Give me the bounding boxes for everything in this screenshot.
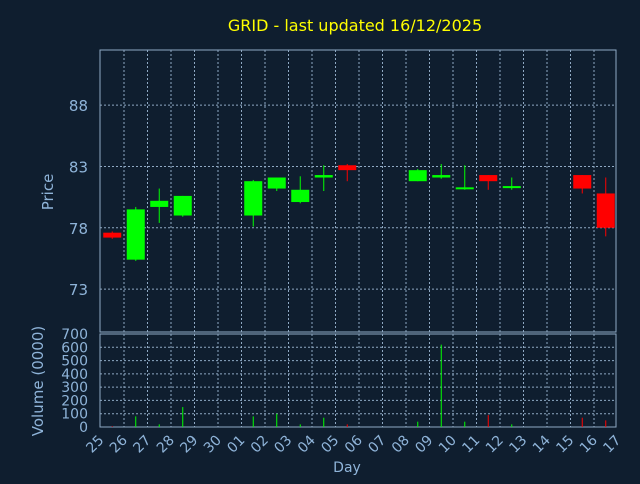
volume-bar [276, 413, 278, 427]
volume-bar [464, 421, 466, 427]
volume-bar [323, 417, 325, 427]
x-tick-label: 01 [224, 433, 248, 457]
x-tick-label: 27 [130, 433, 154, 457]
volume-y-tick-label: 200 [61, 393, 88, 409]
x-tick-label: 15 [553, 433, 577, 457]
volume-y-tick-label: 300 [61, 380, 88, 396]
volume-bar [299, 424, 301, 427]
x-tick-label: 03 [271, 433, 295, 457]
price-panel-frame [99, 49, 617, 333]
x-tick-label: 07 [365, 433, 389, 457]
x-tick-label: 28 [154, 433, 178, 457]
candle-body [267, 177, 286, 189]
x-tick-label: 04 [295, 432, 319, 456]
volume-bar [487, 415, 489, 427]
volume-bar [417, 421, 419, 427]
x-tick-label: 14 [530, 432, 554, 456]
x-tick-label: 12 [483, 433, 507, 457]
volume-bar [111, 426, 113, 427]
volume-bar [135, 416, 137, 427]
price-y-tick-label: 73 [69, 281, 88, 299]
x-tick-label: 02 [248, 433, 272, 457]
x-tick-label: 17 [600, 433, 624, 457]
price-axis-label: Price [39, 174, 57, 211]
x-tick-label: 16 [577, 432, 601, 456]
candle-body [455, 187, 474, 190]
candle-body [244, 181, 263, 216]
x-tick-label: 09 [412, 433, 436, 457]
volume-gridlines [100, 334, 616, 427]
x-tick-label: 13 [506, 433, 530, 457]
candle-body [173, 195, 192, 216]
volume-bar [440, 344, 442, 427]
candle-body [338, 165, 357, 171]
candle-body [432, 175, 451, 178]
candle-body [103, 232, 122, 238]
volume-y-tick-label: 600 [61, 340, 88, 356]
volume-y-tick-label: 100 [61, 407, 88, 423]
x-tick-label: 05 [318, 433, 342, 457]
volume-bar [182, 407, 184, 427]
price-gridlines [100, 50, 616, 332]
candle-body [408, 170, 427, 182]
volume-y-tick-label: 500 [61, 354, 88, 370]
x-tick-label: 11 [459, 433, 483, 457]
volume-y-tick-label: 400 [61, 367, 88, 383]
volume-bar [605, 420, 607, 427]
volume-bar [346, 424, 348, 427]
price-y-tick-label: 83 [69, 158, 88, 176]
candlesticks [103, 164, 615, 261]
volume-bars [111, 344, 607, 427]
volume-y-tick-label: 700 [61, 327, 88, 343]
candle-body [291, 189, 310, 203]
candle-body [479, 175, 498, 182]
candle-body [596, 193, 615, 228]
x-tick-label: 26 [107, 432, 131, 456]
price-y-tick-labels: 73 78 83 88 [69, 97, 88, 299]
x-tick-label: 30 [201, 433, 225, 457]
x-tick-label: 08 [389, 433, 413, 457]
x-tick-label: 29 [177, 433, 201, 457]
volume-bar [252, 416, 254, 427]
volume-axis-label: Volume (0000) [29, 326, 47, 436]
chart-title: GRID - last updated 16/12/2025 [228, 16, 482, 35]
candle-body [150, 200, 169, 207]
x-tick-label: 06 [342, 432, 366, 456]
candle-body [573, 175, 592, 189]
candle-body [126, 209, 145, 260]
volume-bar [511, 424, 513, 427]
x-tick-label: 25 [83, 433, 107, 457]
candle-body [314, 175, 333, 178]
volume-bar [158, 424, 160, 427]
volume-panel-frame [99, 333, 617, 428]
day-tick-labels: 25 26 27 28 29 30 01 02 03 04 05 06 07 08 09 10 11 12 13 14… [83, 432, 624, 456]
volume-y-tick-label: 0 [79, 420, 88, 436]
price-y-tick-label: 78 [69, 220, 88, 238]
x-tick-label: 10 [436, 433, 460, 457]
candle-body [502, 186, 521, 189]
day-axis-label: Day [333, 460, 361, 476]
price-y-tick-label: 88 [69, 97, 88, 115]
volume-bar [581, 417, 583, 427]
